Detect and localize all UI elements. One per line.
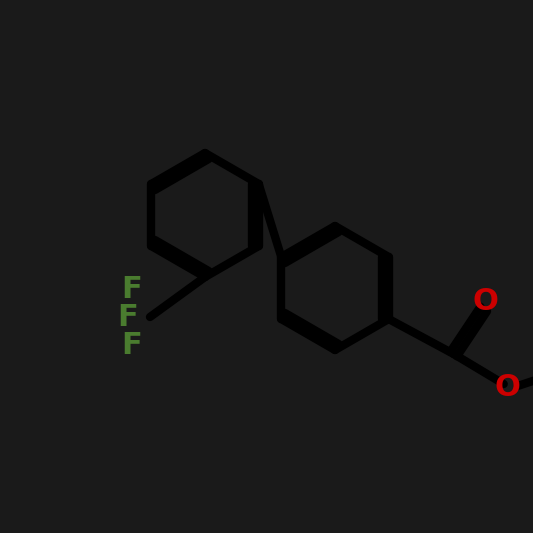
Text: F: F	[122, 330, 142, 359]
Text: F: F	[122, 274, 142, 303]
Text: O: O	[495, 374, 521, 402]
Text: O: O	[473, 287, 499, 316]
Text: F: F	[118, 303, 139, 332]
